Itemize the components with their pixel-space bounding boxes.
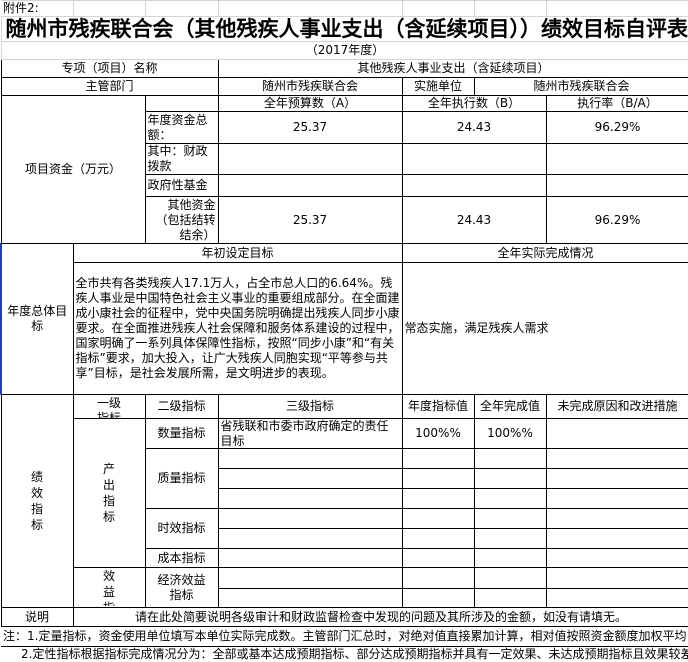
funds-executed: 24.43 xyxy=(402,197,546,244)
year-label: （2017年度） xyxy=(1,42,688,60)
funds-row-label: 政府性基金 xyxy=(145,175,218,197)
quantity-target: 100%% xyxy=(402,419,474,449)
funds-budget xyxy=(218,144,402,175)
output-label: 产出指标 xyxy=(102,461,116,525)
actual-header: 全年完成值 xyxy=(474,395,546,419)
indicators-label-text: 绩效指标 xyxy=(30,469,44,533)
note-1: 注：1.定量指标，资金使用单位填写本单位实际完成数。主管部门汇总时，对绝对值直接… xyxy=(3,627,687,645)
project-name: 其他残疾人事业支出（含延续项目） xyxy=(218,60,688,78)
quantity-actual: 100%% xyxy=(474,419,546,449)
budget-header: 全年预算数（A） xyxy=(218,96,402,112)
funds-budget: 25.37 xyxy=(218,112,402,144)
rate-header: 执行率（B/A） xyxy=(546,96,688,112)
goal-actual-text: 常态实施，满足残疾人需求 xyxy=(402,263,688,395)
level1-header: 一级指标 xyxy=(95,396,123,418)
cost-label: 成本指标 xyxy=(145,549,218,568)
target-header: 年度指标值 xyxy=(402,395,474,419)
goal-set-header: 年初设定目标 xyxy=(73,244,402,263)
goal-label: 年度总体目标 xyxy=(1,244,73,395)
funds-rate: 96.29% xyxy=(546,197,688,244)
goal-set-text: 全市共有各类残疾人17.1万人，占全市总人口的6.64%。残疾人事业是中国特色社… xyxy=(73,263,402,395)
quality-label: 质量指标 xyxy=(145,449,218,509)
remark-text: 请在此处简要说明各级审计和财政监督检查中发现的问题及其所涉及的金额，如没有请填无… xyxy=(73,608,688,627)
dept: 随州市残疾联合会 xyxy=(218,78,402,96)
level2-header: 二级指标 xyxy=(145,395,218,419)
quantity-indicator-name: 省残联和市委市政府确定的责任目标 xyxy=(221,419,400,448)
funds-label: 项目资金（万元） xyxy=(1,96,145,244)
remark-label: 说明 xyxy=(1,608,73,627)
funds-executed xyxy=(402,144,546,175)
reason-header: 未完成原因和改进措施 xyxy=(546,395,688,419)
attachment-label: 附件2: xyxy=(1,1,73,17)
funds-row-label: 其他资金（包括结转结余） xyxy=(145,197,218,244)
quantity-label: 数量指标 xyxy=(145,419,218,449)
impl: 随州市残疾联合会 xyxy=(474,78,688,96)
goal-actual-header: 全年实际完成情况 xyxy=(402,244,688,263)
note-2: 2.定性指标根据指标完成情况分为：全部或基本达成预期指标、部分达成预期指标并具有… xyxy=(1,647,688,662)
funds-rate xyxy=(546,144,688,175)
dept-label: 主管部门 xyxy=(1,78,218,96)
funds-rate xyxy=(546,175,688,197)
indicators-label: 绩效指标 xyxy=(1,395,73,608)
funds-executed xyxy=(402,175,546,197)
page-title: 随州市残疾联合会（其他残疾人事业支出（含延续项目））绩效目标自评表 xyxy=(1,17,688,42)
timeliness-label: 时效指标 xyxy=(145,509,218,549)
project-name-label: 专项（项目）名称 xyxy=(1,60,218,78)
benefit-label: 效益指标 xyxy=(102,568,116,606)
quantity-reason xyxy=(546,419,688,449)
funds-executed: 24.43 xyxy=(402,112,546,144)
funds-rate: 96.29% xyxy=(546,112,688,144)
funds-budget xyxy=(218,175,402,197)
funds-row-label: 年度资金总额： xyxy=(145,112,218,144)
executed-header: 全年执行数（B） xyxy=(402,96,546,112)
funds-budget: 25.37 xyxy=(218,197,402,244)
funds-row-label: 其中：财政拨款 xyxy=(145,144,218,175)
economic-label: 经济效益指标 xyxy=(154,573,210,603)
level3-header: 三级指标 xyxy=(218,395,402,419)
impl-label: 实施单位 xyxy=(402,78,474,96)
